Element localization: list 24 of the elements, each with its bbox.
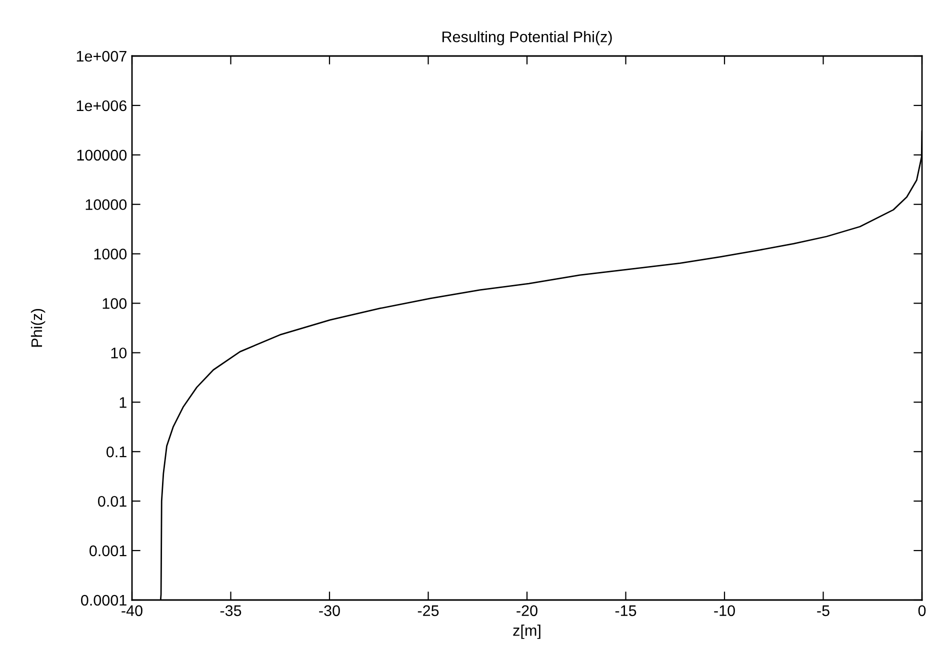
y-tick-label: 0.0001 [81,594,126,606]
x-tick-label: -10 [714,605,735,616]
y-tick-label: 1e+006 [76,100,126,112]
y-tick-label: 100000 [77,150,127,161]
y-tick-label: 1e+007 [76,50,126,62]
x-tick-label: -15 [615,605,636,616]
y-tick-label: 1000 [94,248,127,260]
y-tick-label: 10 [111,348,127,358]
x-tick-label: -5 [817,605,830,616]
y-tick-label: 0.001 [90,545,126,556]
y-axis-title: Phi(z) [30,309,46,347]
x-tick-label: -20 [516,605,538,616]
x-axis-title: z[m] [513,624,540,639]
y-tick-label: 1 [120,397,126,408]
x-tick-label: -25 [418,605,439,616]
x-tick-label: -40 [122,605,142,616]
chart-title: Resulting Potential Phi(z) [442,31,612,46]
y-tick-label: 0.1 [106,446,126,458]
y-tick-label: 10000 [86,199,127,210]
x-tick-label: -30 [319,605,340,616]
x-tick-label: -35 [220,605,242,616]
x-tick-label: 0 [918,605,926,616]
y-tick-label: 100 [102,298,127,309]
y-tick-label: 0.01 [98,496,126,507]
